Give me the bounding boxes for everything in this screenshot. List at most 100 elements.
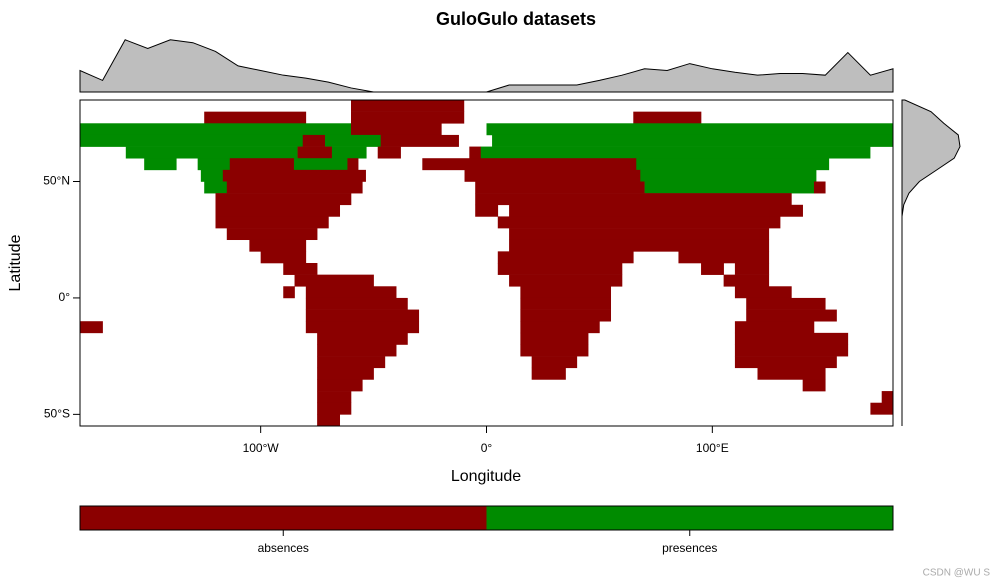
x-tick-label: 100°E bbox=[696, 441, 729, 455]
raster-cell bbox=[317, 379, 363, 392]
raster-cell bbox=[200, 169, 224, 182]
raster-cell bbox=[475, 193, 792, 206]
raster-cell bbox=[636, 158, 830, 171]
raster-cell bbox=[302, 134, 326, 147]
raster-cell bbox=[325, 134, 381, 147]
raster-cell bbox=[492, 134, 894, 147]
raster-cell bbox=[144, 158, 177, 171]
raster-cell bbox=[294, 274, 374, 287]
raster-cell bbox=[215, 193, 352, 206]
raster-cell bbox=[197, 158, 231, 171]
raster-cell bbox=[305, 297, 408, 310]
raster-cell bbox=[317, 391, 352, 404]
legend-swatch bbox=[80, 506, 487, 530]
raster-cell bbox=[80, 321, 103, 334]
raster-cell bbox=[229, 158, 295, 171]
raster-cell bbox=[734, 344, 849, 357]
raster-cell bbox=[80, 123, 352, 136]
raster-cell bbox=[497, 251, 634, 264]
raster-cell bbox=[734, 321, 815, 334]
raster-cell bbox=[802, 379, 826, 392]
raster-cell bbox=[497, 216, 781, 229]
raster-cell bbox=[222, 169, 366, 182]
raster-cell bbox=[464, 169, 641, 182]
legend-frame bbox=[79, 505, 894, 531]
x-tick-label: 100°W bbox=[243, 441, 280, 455]
raster-cell bbox=[723, 274, 770, 287]
raster-cell bbox=[701, 263, 724, 275]
raster-cell bbox=[746, 309, 837, 322]
raster-cell bbox=[377, 146, 401, 159]
chart-title: GuloGulo datasets bbox=[436, 9, 596, 29]
raster-cell bbox=[215, 204, 341, 217]
raster-cell bbox=[260, 251, 307, 264]
raster-cell bbox=[509, 239, 770, 252]
raster-cell bbox=[305, 286, 397, 299]
raster-cell bbox=[305, 309, 420, 322]
raster-cell bbox=[331, 146, 367, 159]
raster-cell bbox=[746, 297, 826, 310]
raster-cell bbox=[305, 321, 420, 334]
raster-cell bbox=[734, 356, 837, 369]
raster-cell bbox=[380, 134, 459, 147]
raster-cell bbox=[520, 344, 589, 357]
raster-cell bbox=[486, 123, 894, 136]
raster-cell bbox=[351, 123, 442, 136]
right-density bbox=[901, 99, 961, 426]
raster-cell bbox=[531, 367, 566, 380]
x-axis-title: Longitude bbox=[451, 468, 521, 485]
raster-cell bbox=[317, 344, 397, 357]
raster-cell bbox=[317, 414, 341, 427]
raster-cell bbox=[469, 146, 482, 159]
raster-cell bbox=[509, 274, 623, 287]
raster-cell bbox=[80, 134, 304, 147]
raster-cell bbox=[813, 181, 826, 194]
raster-cell bbox=[640, 169, 817, 182]
raster-cell bbox=[497, 263, 623, 275]
raster-cell bbox=[644, 181, 815, 194]
raster-cell bbox=[475, 181, 645, 194]
raster-cell bbox=[475, 204, 499, 217]
top-density bbox=[79, 39, 894, 93]
y-tick-label: 0° bbox=[59, 290, 71, 304]
watermark: CSDN @WU S bbox=[923, 568, 991, 579]
raster-cell bbox=[520, 321, 600, 334]
raster-cell bbox=[317, 402, 352, 415]
raster-cell bbox=[422, 158, 637, 171]
y-axis-title: Latitude bbox=[7, 234, 24, 291]
legend-label: absences bbox=[258, 541, 309, 555]
raster-cell bbox=[520, 286, 612, 299]
raster-cell bbox=[283, 263, 318, 275]
raster-cell bbox=[317, 367, 374, 380]
raster-cell bbox=[283, 286, 295, 299]
raster-cell bbox=[293, 158, 348, 171]
raster-cell bbox=[678, 251, 770, 264]
legend-swatch bbox=[486, 506, 893, 530]
raster-cell bbox=[226, 228, 318, 241]
y-tick-label: 50°N bbox=[43, 174, 70, 188]
plot-layer: 100°W 0° 100°E 50°N 0° 50°S absences presences bbox=[43, 39, 961, 555]
raster-cell bbox=[509, 204, 803, 217]
raster-cell bbox=[317, 356, 386, 369]
raster-cell bbox=[520, 309, 612, 322]
raster-cell bbox=[734, 263, 770, 275]
raster-cell bbox=[757, 367, 826, 380]
raster-cell bbox=[204, 111, 307, 124]
raster-cell bbox=[870, 402, 894, 415]
raster-cell bbox=[226, 181, 363, 194]
raster-cell bbox=[480, 146, 871, 159]
raster-cell bbox=[520, 297, 612, 310]
raster-cell bbox=[351, 100, 465, 112]
raster-cell bbox=[520, 332, 589, 345]
raster-cell bbox=[734, 286, 792, 299]
legend-label: presences bbox=[662, 541, 717, 555]
raster-cell bbox=[509, 228, 770, 241]
raster-cell bbox=[215, 216, 329, 229]
raster-cell bbox=[734, 332, 849, 345]
raster-cell bbox=[297, 146, 333, 159]
y-tick-label: 50°S bbox=[44, 407, 70, 421]
raster-cell bbox=[531, 356, 578, 369]
raster-cell bbox=[351, 111, 465, 124]
raster-cell bbox=[204, 181, 228, 194]
